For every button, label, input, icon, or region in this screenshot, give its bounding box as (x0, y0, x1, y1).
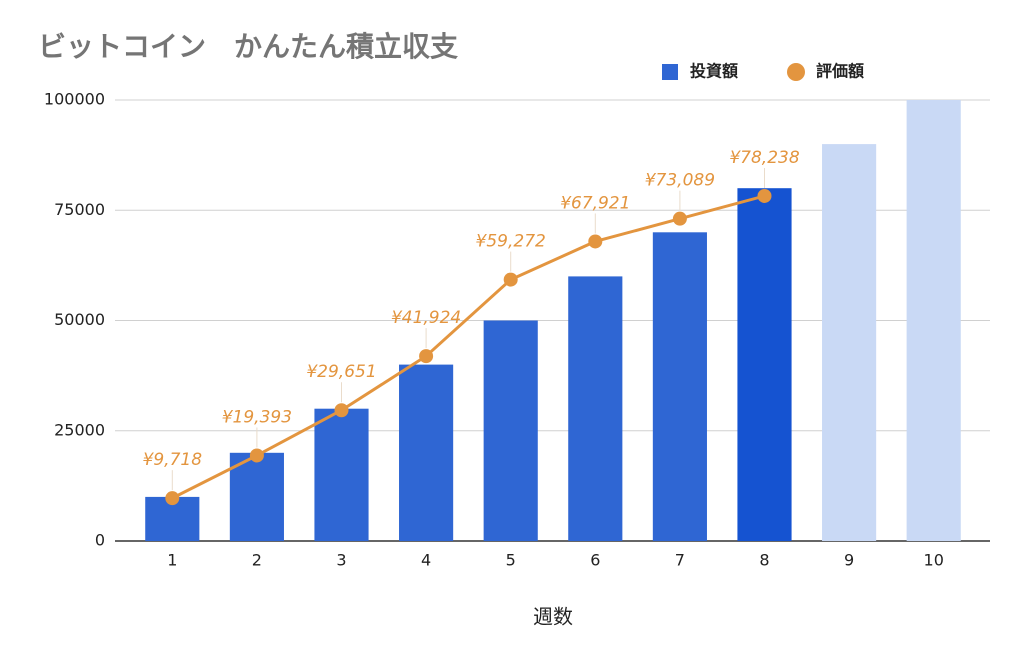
y-tick-label: 50000 (54, 310, 105, 329)
x-tick-label: 4 (421, 551, 431, 570)
x-tick-label: 9 (844, 551, 854, 570)
data-label: ¥9,718 (143, 450, 203, 470)
x-tick-label: 10 (924, 551, 944, 570)
line (171, 194, 765, 500)
bar (906, 100, 961, 541)
x-tick-label: 7 (675, 551, 685, 570)
legend-label: 評価額 (816, 62, 864, 81)
point (334, 403, 349, 418)
bar (229, 452, 284, 541)
data-label: ¥67,921 (560, 193, 630, 213)
data-label: ¥29,651 (306, 362, 376, 382)
legend-swatch (787, 63, 805, 81)
point (165, 491, 180, 506)
x-tick-label: 2 (252, 551, 262, 570)
chart-title: ビットコイン かんたん積立収支 (38, 30, 458, 63)
y-tick-label: 25000 (54, 420, 105, 439)
bar (822, 144, 877, 541)
x-axis-label: 週数 (533, 605, 573, 629)
x-tick-label: 5 (506, 551, 516, 570)
point (419, 349, 434, 364)
point (249, 448, 264, 463)
y-tick-label: 75000 (54, 200, 105, 219)
data-label: ¥59,272 (476, 232, 546, 252)
x-tick-label: 3 (336, 551, 346, 570)
x-tick-label: 1 (167, 551, 177, 570)
data-label: ¥19,393 (222, 407, 292, 427)
x-tick-label: 8 (759, 551, 769, 570)
data-label: ¥41,924 (391, 308, 461, 328)
legend-swatch (662, 64, 678, 80)
x-tick-label: 6 (590, 551, 600, 570)
legend-label: 投資額 (690, 62, 738, 81)
data-label: ¥73,089 (645, 171, 715, 191)
bar (399, 364, 454, 541)
bar (568, 276, 623, 541)
point (757, 188, 772, 203)
y-tick-label: 100000 (44, 90, 105, 109)
point (503, 272, 518, 287)
bar (737, 188, 792, 541)
bar (483, 320, 538, 541)
point (588, 234, 603, 249)
data-label: ¥78,238 (729, 148, 799, 168)
bar (314, 408, 369, 541)
point (672, 211, 687, 226)
bar (652, 232, 707, 542)
y-tick-label: 0 (95, 531, 105, 550)
